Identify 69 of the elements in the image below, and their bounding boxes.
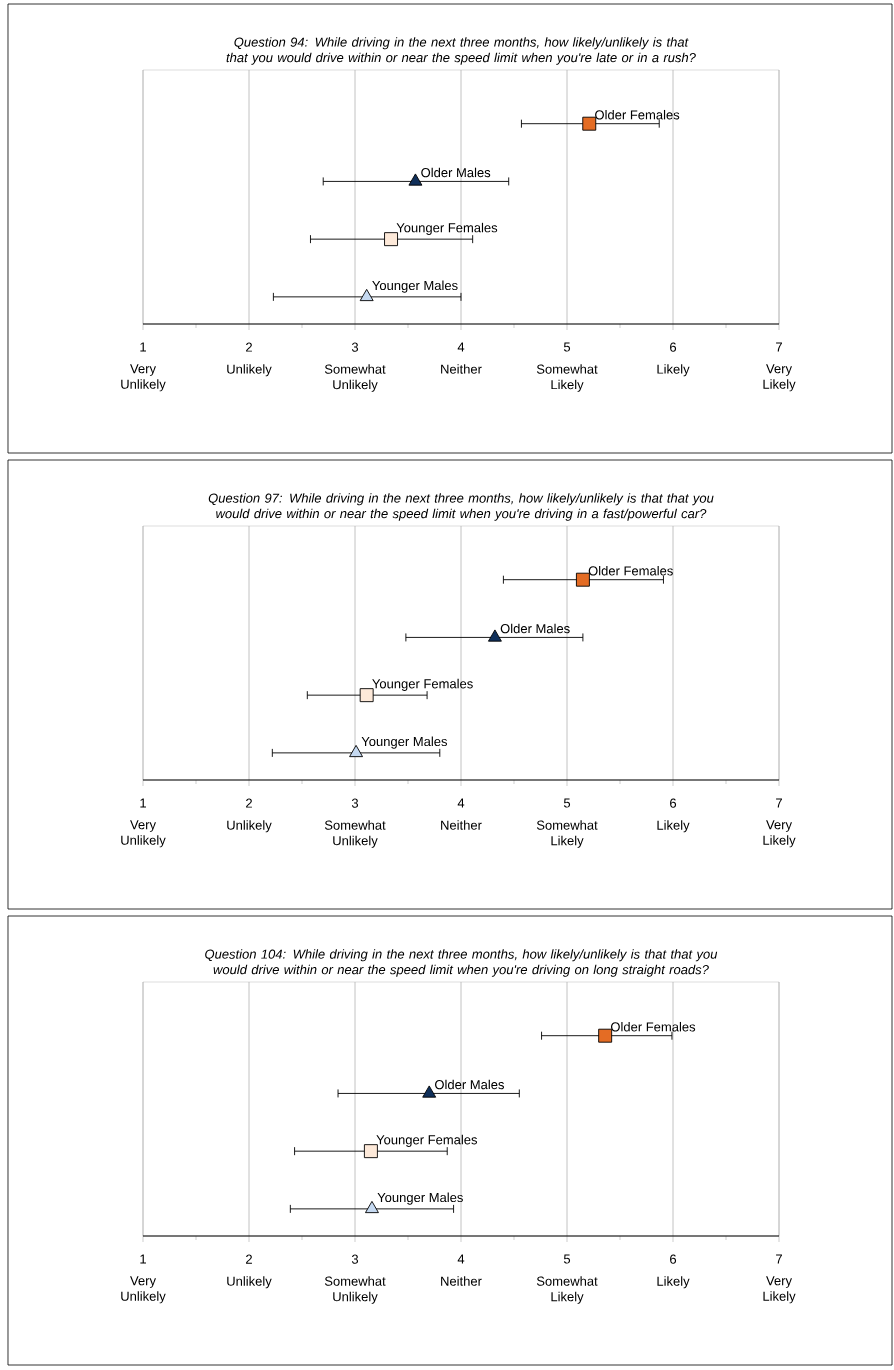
series-label: Older Females — [610, 1021, 696, 1032]
x-tick-label: 6 — [670, 798, 677, 808]
point — [363, 1144, 378, 1159]
series-label: Younger Females — [396, 222, 498, 235]
x-tick-label: 2 — [246, 1254, 252, 1264]
series-label: Older Males — [500, 623, 570, 634]
text: Somewhat Unlikely — [324, 820, 386, 848]
text: Neither — [441, 820, 482, 830]
text: Somewhat Likely — [536, 820, 598, 848]
x-tick-label: 4 — [457, 798, 465, 808]
x-tick-label: 3 — [351, 798, 359, 808]
x-tick-label: 7 — [776, 1254, 782, 1264]
text: Neither — [441, 364, 482, 374]
x-tick-label: 5 — [563, 1254, 571, 1264]
text: Likely — [657, 1276, 690, 1289]
text: Very Unlikely — [121, 1276, 166, 1304]
x-tick-label: 5 — [563, 798, 571, 808]
text: Somewhat Likely — [536, 1276, 598, 1304]
text: Unlikely — [227, 364, 272, 377]
series-label: Younger Females — [372, 678, 473, 691]
text: Likely — [657, 364, 690, 377]
x-tick-label: 1 — [140, 1254, 146, 1264]
series-label: Younger Females — [376, 1134, 478, 1147]
x-tick-label: 2 — [246, 342, 252, 352]
series-label: Younger Males — [377, 1192, 463, 1205]
point — [598, 1028, 613, 1043]
chart-title: Question 94: While driving in the next three months, how likely/unlikely is that that you would drive within or near the speed limit when you're late or in a rush? — [226, 37, 696, 65]
x-tick-label: 3 — [351, 342, 359, 352]
text: Somewhat Likely — [536, 364, 598, 392]
point — [349, 744, 364, 758]
x-tick-label: 3 — [351, 1254, 359, 1264]
text: Neither — [441, 1276, 482, 1286]
x-tick-label: 1 — [140, 342, 146, 352]
x-tick-label: 6 — [670, 1254, 677, 1264]
point — [575, 572, 590, 587]
x-tick-label: 1 — [140, 798, 146, 808]
x-tick-label: 4 — [457, 1254, 465, 1264]
text: Somewhat Unlikely — [324, 364, 386, 392]
series-label: Younger Males — [361, 736, 448, 749]
x-tick-label: 4 — [457, 342, 465, 352]
text: Very Likely — [763, 1276, 796, 1304]
point — [422, 1085, 437, 1098]
series-label: Older Males — [435, 1079, 504, 1090]
series-label: Older Females — [588, 565, 673, 576]
text: Unlikely — [227, 1276, 272, 1289]
text: Somewhat Unlikely — [324, 1276, 386, 1304]
chart-title: Question 104: While driving in the next three months, how likely/unlikely is that that you would drive within or near the speed limit when you're driving on long straight roads? — [205, 949, 718, 977]
series-label: Older Males — [421, 167, 491, 178]
text: Very Likely — [763, 820, 796, 848]
point — [365, 1200, 379, 1214]
x-tick-label: 2 — [246, 798, 252, 808]
point — [487, 629, 502, 642]
point — [582, 116, 597, 131]
x-tick-label: 5 — [563, 342, 571, 352]
chart-title: Question 97: While driving in the next three months, how likely/unlikely is that that you would drive within or near the speed limit when you're driving in a fast/powerful car? — [208, 493, 714, 521]
x-tick-label: 7 — [776, 342, 782, 352]
text: Very Likely — [763, 364, 796, 392]
text: Very Unlikely — [121, 364, 166, 392]
x-tick-label: 6 — [670, 342, 677, 352]
x-tick-label: 7 — [776, 798, 782, 808]
text: Likely — [657, 820, 690, 833]
text: Unlikely — [227, 820, 272, 833]
point — [384, 232, 398, 247]
series-label: Younger Males — [372, 280, 458, 293]
point — [359, 288, 374, 302]
series-label: Older Females — [595, 109, 680, 120]
point — [359, 688, 374, 703]
text: Very Unlikely — [121, 820, 166, 848]
point — [408, 173, 423, 186]
